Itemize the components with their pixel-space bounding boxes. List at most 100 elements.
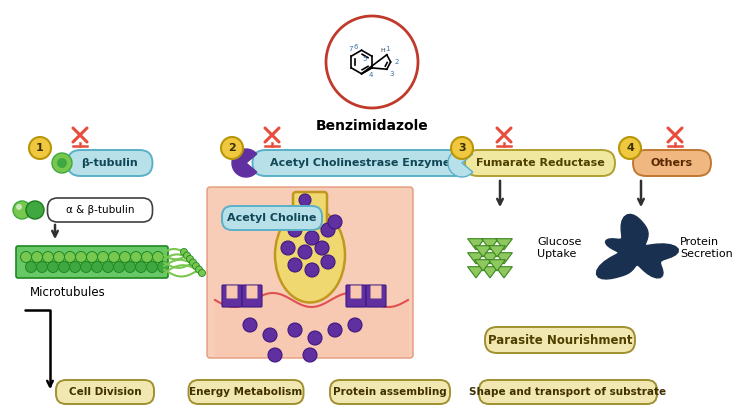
Text: 2: 2 xyxy=(394,59,399,65)
Text: Parasite Nourishment: Parasite Nourishment xyxy=(488,334,632,347)
Text: 3: 3 xyxy=(458,143,466,153)
Text: α & β-tubulin: α & β-tubulin xyxy=(65,205,134,215)
FancyBboxPatch shape xyxy=(465,150,615,176)
Text: 3: 3 xyxy=(390,71,394,77)
FancyBboxPatch shape xyxy=(207,187,413,358)
Text: Benzimidazole: Benzimidazole xyxy=(315,119,429,133)
Circle shape xyxy=(48,261,59,273)
Circle shape xyxy=(303,348,317,362)
Circle shape xyxy=(26,201,44,219)
Circle shape xyxy=(25,261,36,273)
FancyBboxPatch shape xyxy=(222,206,322,230)
Polygon shape xyxy=(481,253,498,264)
Text: Fumarate Reductase: Fumarate Reductase xyxy=(475,158,604,168)
Circle shape xyxy=(69,261,80,273)
Text: H: H xyxy=(380,48,385,53)
Circle shape xyxy=(273,211,287,225)
FancyBboxPatch shape xyxy=(188,380,304,404)
Circle shape xyxy=(16,204,22,210)
Circle shape xyxy=(13,201,31,219)
Text: Acetyl Cholinestrase Enzyme: Acetyl Cholinestrase Enzyme xyxy=(270,158,450,168)
Circle shape xyxy=(29,137,51,159)
FancyBboxPatch shape xyxy=(485,327,635,353)
Circle shape xyxy=(80,261,92,273)
Circle shape xyxy=(321,223,335,237)
Circle shape xyxy=(31,252,42,263)
Circle shape xyxy=(54,252,65,263)
Circle shape xyxy=(619,137,641,159)
Circle shape xyxy=(268,348,282,362)
FancyBboxPatch shape xyxy=(242,285,262,307)
Circle shape xyxy=(315,241,329,255)
Text: 5: 5 xyxy=(362,56,367,62)
FancyBboxPatch shape xyxy=(68,150,153,176)
Text: Protein assembling: Protein assembling xyxy=(333,387,447,397)
Circle shape xyxy=(263,328,277,342)
Circle shape xyxy=(130,252,141,263)
Text: 4: 4 xyxy=(626,143,634,153)
Circle shape xyxy=(120,252,130,263)
Polygon shape xyxy=(496,239,513,250)
Circle shape xyxy=(75,252,86,263)
Circle shape xyxy=(36,261,48,273)
Circle shape xyxy=(141,252,153,263)
FancyBboxPatch shape xyxy=(346,285,366,307)
Polygon shape xyxy=(597,214,679,279)
FancyBboxPatch shape xyxy=(48,198,153,222)
Polygon shape xyxy=(475,246,491,257)
Circle shape xyxy=(92,261,103,273)
FancyBboxPatch shape xyxy=(16,246,168,278)
Text: Microtubules: Microtubules xyxy=(30,286,106,299)
Circle shape xyxy=(190,259,196,266)
Polygon shape xyxy=(475,260,491,271)
Circle shape xyxy=(451,137,473,159)
Circle shape xyxy=(321,255,335,269)
Polygon shape xyxy=(496,253,513,264)
Circle shape xyxy=(288,323,302,337)
Text: Acetyl Choline: Acetyl Choline xyxy=(228,213,317,223)
FancyBboxPatch shape xyxy=(226,285,237,299)
Circle shape xyxy=(124,261,135,273)
FancyBboxPatch shape xyxy=(479,380,657,404)
Circle shape xyxy=(281,241,295,255)
FancyBboxPatch shape xyxy=(56,380,154,404)
Circle shape xyxy=(135,261,147,273)
Text: Protein
Secretion: Protein Secretion xyxy=(680,237,733,259)
Text: Shape and transport of substrate: Shape and transport of substrate xyxy=(469,387,667,397)
Circle shape xyxy=(114,261,124,273)
Polygon shape xyxy=(489,260,505,271)
Circle shape xyxy=(328,323,342,337)
Circle shape xyxy=(59,261,69,273)
Polygon shape xyxy=(481,267,498,278)
Polygon shape xyxy=(489,246,505,257)
Circle shape xyxy=(305,231,319,245)
Circle shape xyxy=(348,318,362,332)
Circle shape xyxy=(243,318,257,332)
Polygon shape xyxy=(496,267,513,278)
Text: 2: 2 xyxy=(228,143,236,153)
Circle shape xyxy=(109,252,120,263)
Text: 4: 4 xyxy=(368,72,373,78)
Circle shape xyxy=(305,263,319,277)
Circle shape xyxy=(181,249,187,256)
Wedge shape xyxy=(232,149,257,177)
FancyBboxPatch shape xyxy=(366,285,386,307)
FancyBboxPatch shape xyxy=(252,150,467,176)
Circle shape xyxy=(52,153,72,173)
Text: Cell Division: Cell Division xyxy=(68,387,141,397)
Circle shape xyxy=(288,258,302,272)
Text: Others: Others xyxy=(651,158,693,168)
Text: 7: 7 xyxy=(348,46,353,52)
Text: Glucose
Uptake: Glucose Uptake xyxy=(537,237,581,259)
Circle shape xyxy=(21,252,31,263)
Wedge shape xyxy=(448,149,472,177)
FancyBboxPatch shape xyxy=(371,285,382,299)
Circle shape xyxy=(42,252,54,263)
Circle shape xyxy=(221,137,243,159)
Text: Energy Metabolism: Energy Metabolism xyxy=(190,387,303,397)
Circle shape xyxy=(147,261,158,273)
Text: β-tubulin: β-tubulin xyxy=(82,158,138,168)
FancyBboxPatch shape xyxy=(633,150,711,176)
FancyBboxPatch shape xyxy=(350,285,362,299)
Circle shape xyxy=(103,261,114,273)
